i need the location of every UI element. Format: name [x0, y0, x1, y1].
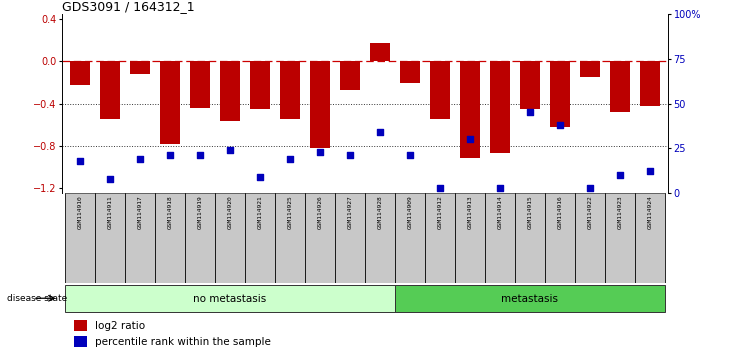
Bar — [485, 193, 515, 283]
Bar — [575, 193, 605, 283]
Bar — [395, 285, 665, 312]
Bar — [310, 62, 330, 148]
Bar — [65, 285, 395, 312]
Text: GSM114915: GSM114915 — [528, 196, 532, 229]
Bar — [400, 62, 420, 82]
Text: GSM114928: GSM114928 — [377, 196, 383, 229]
Bar — [460, 62, 480, 158]
Bar — [640, 62, 660, 105]
Bar — [275, 193, 305, 283]
Point — [134, 156, 146, 162]
Bar — [335, 193, 365, 283]
Point — [254, 174, 266, 180]
Text: GSM114926: GSM114926 — [318, 196, 323, 229]
Bar — [185, 193, 215, 283]
Bar — [635, 193, 665, 283]
Bar — [515, 193, 545, 283]
Text: GSM114920: GSM114920 — [228, 196, 233, 229]
Bar — [100, 62, 120, 119]
Bar — [455, 193, 485, 283]
Text: GSM114912: GSM114912 — [437, 196, 442, 229]
Bar — [65, 193, 95, 283]
Point — [554, 122, 566, 128]
Text: GSM114911: GSM114911 — [107, 196, 112, 229]
Point — [584, 185, 596, 190]
Point — [284, 156, 296, 162]
Point — [614, 172, 626, 178]
Bar — [125, 193, 155, 283]
Bar — [610, 62, 630, 112]
Text: GSM114917: GSM114917 — [137, 196, 142, 229]
Bar — [491, 62, 510, 153]
Text: GSM114924: GSM114924 — [648, 196, 653, 229]
Text: GSM114923: GSM114923 — [618, 196, 623, 229]
Bar — [545, 193, 575, 283]
Point — [314, 149, 326, 155]
Text: GSM114910: GSM114910 — [77, 196, 82, 229]
Point — [524, 110, 536, 115]
Bar — [130, 62, 150, 74]
Text: percentile rank within the sample: percentile rank within the sample — [96, 337, 272, 347]
Bar — [95, 193, 125, 283]
Text: no metastasis: no metastasis — [193, 293, 266, 303]
Point — [164, 153, 176, 158]
Bar — [70, 62, 90, 85]
Bar — [280, 62, 300, 119]
Bar — [245, 193, 275, 283]
Point — [194, 153, 206, 158]
Bar — [155, 193, 185, 283]
Bar — [605, 193, 635, 283]
Point — [644, 169, 656, 174]
Bar — [395, 193, 425, 283]
Bar — [191, 62, 210, 108]
Text: GSM114914: GSM114914 — [497, 196, 502, 229]
Point — [344, 153, 356, 158]
Text: GSM114922: GSM114922 — [588, 196, 593, 229]
Bar — [370, 42, 390, 62]
Text: GSM114921: GSM114921 — [258, 196, 263, 229]
Bar — [215, 193, 245, 283]
Point — [74, 158, 86, 164]
Text: GSM114925: GSM114925 — [288, 196, 293, 229]
Point — [434, 185, 446, 190]
Point — [404, 153, 416, 158]
Bar — [161, 62, 180, 143]
Bar — [425, 193, 455, 283]
Text: metastasis: metastasis — [502, 293, 558, 303]
Point — [224, 147, 236, 153]
Text: GDS3091 / 164312_1: GDS3091 / 164312_1 — [62, 0, 195, 13]
Text: GSM114919: GSM114919 — [198, 196, 202, 229]
Bar — [250, 62, 270, 109]
Bar — [220, 62, 239, 121]
Text: GSM114918: GSM114918 — [167, 196, 172, 229]
Point — [374, 129, 386, 135]
Text: GSM114916: GSM114916 — [558, 196, 563, 229]
Bar — [365, 193, 395, 283]
Text: disease state: disease state — [7, 294, 68, 303]
Bar — [74, 320, 88, 331]
Text: GSM114909: GSM114909 — [407, 196, 412, 229]
Bar — [305, 193, 335, 283]
Bar — [340, 62, 360, 90]
Text: GSM114927: GSM114927 — [347, 196, 353, 229]
Bar — [430, 62, 450, 119]
Point — [104, 176, 116, 182]
Point — [494, 185, 506, 190]
Point — [464, 137, 476, 142]
Bar — [580, 62, 600, 77]
Text: GSM114913: GSM114913 — [467, 196, 472, 229]
Bar — [550, 62, 569, 127]
Bar — [74, 336, 88, 347]
Bar — [520, 62, 539, 109]
Text: log2 ratio: log2 ratio — [96, 321, 145, 331]
